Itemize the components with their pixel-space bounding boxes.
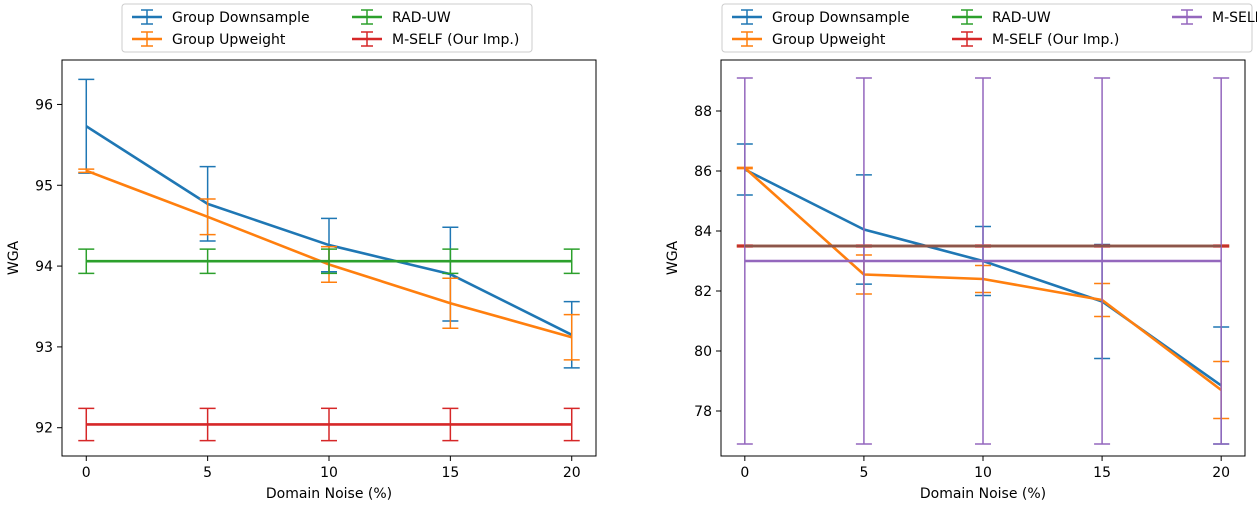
series-line: [85, 125, 573, 336]
legend-item-rad-uw: RAD-UW: [952, 9, 1051, 26]
legend-label: Group Downsample: [172, 10, 310, 26]
y-tick-label: 78: [694, 404, 712, 420]
y-axis-label: WGA: [6, 240, 22, 275]
legend-item-m-self-our-imp: M-SELF (Our Imp.): [952, 31, 1119, 48]
series-group-downsample: [78, 78, 580, 369]
legend-label: M-SELF (Our Imp.): [992, 32, 1119, 48]
y-tick-label: 95: [35, 178, 53, 194]
x-tick-label: 15: [441, 465, 459, 481]
legend-item-rad-uw: RAD-UW: [352, 9, 451, 26]
x-tick-label: 15: [1093, 465, 1111, 481]
x-tick-label: 20: [563, 465, 581, 481]
x-tick-label: 5: [859, 465, 868, 481]
legend-item-group-downsample: Group Downsample: [132, 9, 310, 26]
legend: Group Downsample Group Upweight RAD-UW M-SE…: [121, 3, 533, 53]
x-axis-label: Domain Noise (%): [920, 486, 1046, 502]
legend-item-m-self: M-SELF: [1172, 9, 1257, 26]
legend-label: RAD-UW: [392, 10, 451, 26]
y-tick-label: 82: [694, 284, 712, 300]
y-axis-label: WGA: [665, 240, 681, 275]
x-tick-label: 0: [82, 465, 91, 481]
legend-label: RAD-UW: [992, 10, 1051, 26]
y-tick-label: 94: [35, 259, 53, 275]
legend-item-m-self-our-imp: M-SELF (Our Imp.): [352, 31, 519, 48]
y-tick-label: 92: [35, 421, 53, 437]
legend-label: Group Upweight: [172, 32, 286, 48]
series-m-self-our-imp: [78, 407, 580, 442]
y-tick-label: 86: [694, 164, 712, 180]
x-tick-label: 10: [320, 465, 338, 481]
x-tick-label: 5: [203, 465, 212, 481]
legend-item-group-upweight: Group Upweight: [132, 31, 286, 48]
chart-panel-1: 0 5 10 15 20 92 93 94 95 96 Domain Noise (%) WGA Gro…: [6, 3, 597, 502]
y-tick-label: 84: [694, 224, 712, 240]
series-m-self: [736, 77, 1230, 445]
legend-frame: [121, 3, 533, 53]
legend-item-group-downsample: Group Downsample: [732, 9, 910, 26]
legend-label: M-SELF (Our Imp.): [392, 32, 519, 48]
legend: Group Downsample Group Upweight RAD-UW M-SE…: [721, 3, 1257, 53]
y-tick-label: 96: [35, 97, 53, 113]
x-tick-label: 20: [1212, 465, 1230, 481]
y-tick-label: 80: [694, 344, 712, 360]
x-axis-label: Domain Noise (%): [266, 486, 392, 502]
legend-item-group-upweight: Group Upweight: [732, 31, 886, 48]
series-rad-uw: [78, 248, 580, 275]
legend-label: M-SELF: [1212, 10, 1257, 26]
legend-frame: [721, 3, 1253, 53]
y-tick-label: 88: [694, 104, 712, 120]
chart-panel-2: 0 5 10 15 20 78 80 82 84 86 88 Domain Noise (%) WGA G…: [665, 3, 1257, 502]
legend-label: Group Upweight: [772, 32, 886, 48]
legend-label: Group Downsample: [772, 10, 910, 26]
x-tick-label: 0: [740, 465, 749, 481]
y-tick-label: 93: [35, 340, 53, 356]
x-tick-label: 10: [974, 465, 992, 481]
